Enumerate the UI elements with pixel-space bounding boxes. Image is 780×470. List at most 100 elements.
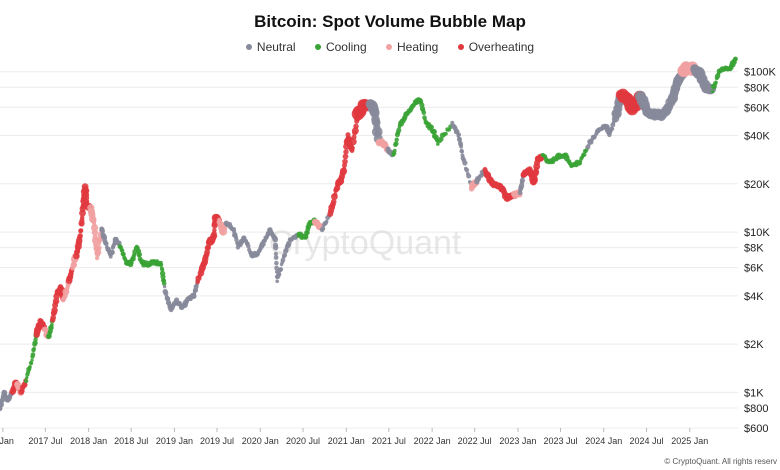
x-tick-label: 2019 Jul <box>200 436 234 446</box>
legend-item-overheating[interactable]: Overheating <box>457 40 535 54</box>
bubble-neutral <box>280 257 286 263</box>
bubble-overheating <box>78 228 84 233</box>
bubble-cooling <box>393 141 399 147</box>
bubble-overheating <box>50 314 56 321</box>
bubble-overheating <box>52 297 60 305</box>
x-tick-label: 2017 Jul <box>28 436 62 446</box>
watermark-logo-text: CryptoQuant <box>269 224 462 262</box>
legend-marker-neutral <box>245 43 252 50</box>
legend-item-heating[interactable]: Heating <box>385 40 439 54</box>
x-tick-label: 2021 Jan <box>328 436 365 446</box>
bubble-cooling <box>428 124 434 130</box>
bubble-neutral <box>466 173 472 179</box>
bubble-neutral <box>320 226 326 231</box>
x-tick-label: 2020 Jul <box>286 436 320 446</box>
bubble-neutral <box>274 260 279 266</box>
bubble-neutral <box>456 132 462 137</box>
bubble-cooling <box>159 262 164 267</box>
bubble-cooling <box>733 56 738 62</box>
bubble-neutral <box>278 267 284 272</box>
legend-label-heating: Heating <box>396 40 439 54</box>
x-tick-label: 7 Jan <box>0 436 14 446</box>
bubble-neutral <box>324 219 329 224</box>
legend-label-overheating: Overheating <box>468 40 535 54</box>
bubble-cooling <box>710 89 715 94</box>
y-tick-label: $60K <box>744 102 770 114</box>
bubble-overheating <box>351 134 357 140</box>
x-tick-label: 2024 Jan <box>585 436 622 446</box>
chart-title: Bitcoin: Spot Volume Bubble Map <box>254 12 526 31</box>
bubble-overheating <box>332 192 338 197</box>
bubble-overheating <box>350 145 355 151</box>
y-tick-label: $10K <box>744 227 770 239</box>
bubble-neutral <box>457 137 462 142</box>
bubble-neutral <box>246 244 251 249</box>
bubble-overheating <box>342 153 349 160</box>
x-tick-label: 2024 Jul <box>630 436 664 446</box>
y-tick-label: $1K <box>744 387 764 399</box>
legend-marker-heating <box>385 43 392 50</box>
bubble-neutral <box>459 144 463 149</box>
x-tick-label: 2018 Jul <box>114 436 148 446</box>
bubble-cooling <box>49 323 54 327</box>
bubble-overheating <box>342 158 348 165</box>
bubble-overheating <box>349 138 357 146</box>
bubble-neutral <box>163 290 169 296</box>
bubble-cooling <box>137 252 143 257</box>
data-points <box>0 56 738 412</box>
legend-marker-cooling <box>314 43 321 50</box>
bubble-cooling <box>30 358 34 362</box>
bubble-neutral <box>0 397 5 403</box>
bubble-cooling <box>28 365 32 369</box>
x-tick-label: 2023 Jan <box>499 436 536 446</box>
bubble-neutral <box>274 265 279 271</box>
legend-item-neutral[interactable]: Neutral <box>245 40 296 54</box>
y-tick-label: $600 <box>744 423 768 435</box>
x-tick-label: 2022 Jul <box>458 436 492 446</box>
bubble-overheating <box>343 149 349 155</box>
y-tick-label: $8K <box>744 243 764 255</box>
y-tick-label: $2K <box>744 339 764 351</box>
bubble-cooling <box>431 128 437 135</box>
bubble-neutral <box>277 272 282 277</box>
bubble-neutral <box>174 297 180 303</box>
x-tick-label: 2020 Jan <box>242 436 279 446</box>
bubble-cooling <box>581 152 587 158</box>
y-tick-label: $100K <box>744 67 776 79</box>
bubble-neutral <box>464 167 470 173</box>
bubble-cooling <box>396 127 402 133</box>
grid-lines <box>0 71 738 429</box>
x-tick-label: 2018 Jan <box>70 436 107 446</box>
bubble-neutral <box>462 160 468 166</box>
x-tick-label: 2021 Jul <box>372 436 406 446</box>
bubble-cooling <box>25 376 29 380</box>
bubble-cooling <box>392 148 397 153</box>
bubble-neutral <box>273 251 278 256</box>
legend-item-cooling[interactable]: Cooling <box>314 40 367 54</box>
bubble-neutral <box>104 241 109 246</box>
bubble-overheating <box>51 306 58 314</box>
bubble-overheating <box>212 227 217 233</box>
bubble-neutral <box>109 249 115 255</box>
bubble-cooling <box>120 248 125 253</box>
legend-label-cooling: Cooling <box>325 40 367 54</box>
bubble-cooling <box>160 274 166 280</box>
bubble-heating <box>91 224 99 232</box>
x-tick-label: 2019 Jan <box>156 436 193 446</box>
bubble-cooling <box>444 131 448 136</box>
bubble-cooling <box>32 346 36 351</box>
bubble-neutral <box>519 177 526 183</box>
bubble-neutral <box>610 126 615 131</box>
legend-label-neutral: Neutral <box>256 40 296 54</box>
bubble-overheating <box>353 123 359 129</box>
bubble-heating <box>97 237 103 242</box>
bubble-neutral <box>272 236 279 243</box>
bubble-neutral <box>192 292 197 297</box>
bubble-neutral <box>283 253 287 257</box>
bubble-cooling <box>394 137 399 142</box>
bubble-cooling <box>33 337 38 342</box>
bubble-cooling <box>438 136 444 142</box>
x-axis-ticks: 7 Jan 2017 Jul 2018 Jan 2018 Jul 2019 Jan 201… <box>0 428 708 446</box>
bubble-heating <box>95 245 102 251</box>
